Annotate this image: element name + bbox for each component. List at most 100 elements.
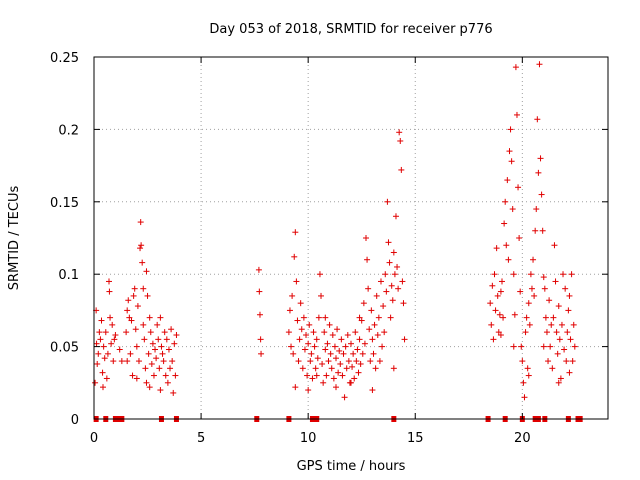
data-point [510,271,517,278]
data-point [369,336,376,343]
data-point [291,253,298,260]
data-point [557,375,564,382]
data-point [152,346,159,353]
data-point [313,336,320,343]
data-point [391,271,398,278]
data-point [135,358,142,365]
data-point [94,360,101,367]
data-point [489,282,496,289]
data-point [526,321,533,328]
data-point [505,256,512,263]
data-point [349,363,356,370]
data-point [554,350,561,357]
data-point [321,329,328,336]
data-point [310,329,317,336]
data-point [503,242,510,249]
data-point [341,394,348,401]
data-point [520,379,527,386]
data-point [497,288,504,295]
x-tick-label: 15 [407,431,424,446]
data-point [148,360,155,367]
data-point [513,111,520,118]
data-point [390,249,397,256]
data-point [111,336,118,343]
data-point [356,336,363,343]
data-point [319,360,326,367]
data-point [370,350,377,357]
data-point [377,278,384,285]
data-point [493,245,500,252]
data-point [508,158,515,165]
data-point [155,336,162,343]
data-point [308,350,315,357]
data-point [305,340,312,347]
data-point [292,229,299,236]
data-point [375,314,382,321]
data-point [171,340,178,347]
data-point [99,369,106,376]
data-point [339,372,346,379]
data-point [371,321,378,328]
data-point [570,321,577,328]
data-point [103,375,110,382]
data-point [566,292,573,299]
data-point [401,336,408,343]
data-point [571,343,578,350]
data-point [154,321,161,328]
data-point [163,336,170,343]
data-point [256,288,263,295]
data-point [293,278,300,285]
data-point [257,336,264,343]
data-point [558,321,565,328]
data-point [328,365,335,372]
data-point [543,329,550,336]
data-point [150,372,157,379]
data-point [292,384,299,391]
data-point [553,329,560,336]
data-point [300,314,307,321]
data-point [100,343,107,350]
data-point [348,379,354,386]
data-point [256,311,263,318]
data-point [324,340,331,347]
data-point [107,314,114,321]
data-point [487,300,494,307]
data-point [353,358,360,365]
data-point [158,343,165,350]
data-point [168,326,175,333]
data-point [296,336,303,343]
y-tick-label: 0.2 [58,123,79,138]
x-axis-label: GPS time / hours [297,459,406,474]
y-tick-label: 0.25 [50,51,79,66]
data-point [140,285,147,292]
data-point [527,271,534,278]
data-point [149,340,156,347]
data-point [540,274,547,281]
data-point [133,375,140,382]
x-tick-label: 10 [300,431,317,446]
data-point [517,288,524,295]
data-point [125,297,132,304]
data-point [288,343,295,350]
data-point [345,358,352,365]
data-point [536,61,543,68]
data-point [162,372,169,379]
data-point [318,292,325,299]
data-point [352,329,359,336]
data-point [395,285,402,292]
data-point [160,358,167,365]
data-point [541,285,548,292]
data-point [531,292,538,299]
data-point [501,220,508,227]
data-point [497,332,504,339]
data-point [110,358,117,365]
data-point [146,314,153,321]
data-point [549,365,556,372]
data-point [124,307,131,314]
data-point [509,206,516,213]
data-point [132,326,139,333]
data-point [307,358,314,365]
data-point [374,332,381,339]
data-point [556,336,563,343]
